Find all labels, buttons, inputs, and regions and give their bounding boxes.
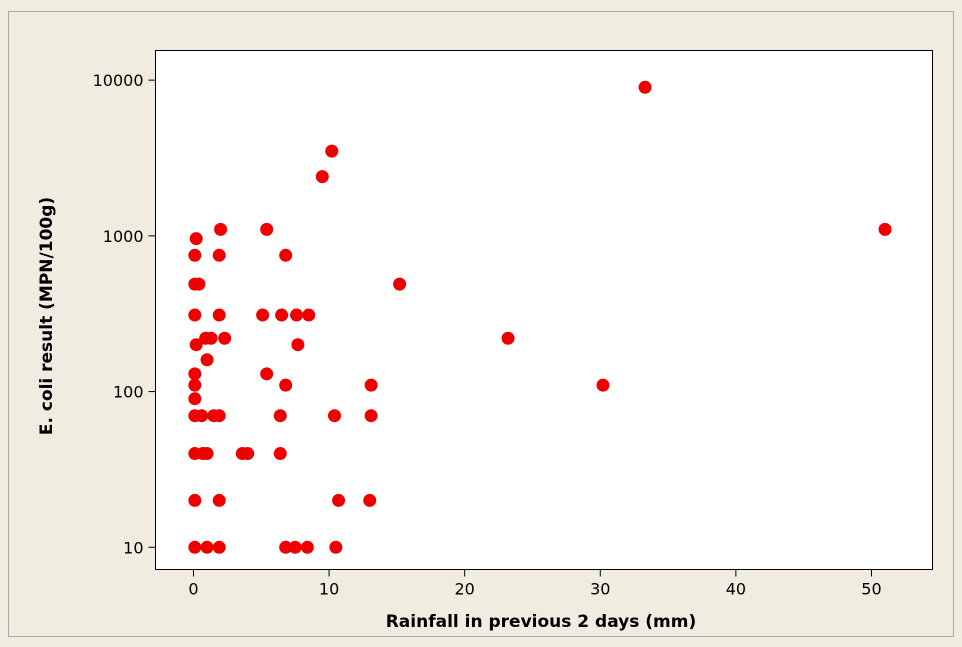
x-tick-label: 30 [590,580,610,599]
data-point [273,447,287,461]
data-point [363,493,377,507]
data-point [596,378,610,392]
data-point [200,540,214,554]
data-point [214,222,228,236]
data-point [393,277,407,291]
data-point [260,222,274,236]
data-point [364,378,378,392]
data-point [329,540,343,554]
data-point [279,378,293,392]
data-point [290,308,304,322]
data-point [878,222,892,236]
data-point [218,331,232,345]
data-points [188,80,892,554]
data-point [189,338,203,352]
data-point [279,248,293,262]
data-point [188,367,202,381]
data-point [300,540,314,554]
y-axis-ticks: 10 100 1000 10000 [93,71,156,557]
data-point [273,409,287,423]
data-point [302,308,316,322]
data-point [195,409,209,423]
data-point [188,308,202,322]
data-point [212,409,226,423]
data-point [212,308,226,322]
data-point [188,378,202,392]
data-point [325,144,339,158]
data-point [188,248,202,262]
data-point [279,540,293,554]
data-point [212,540,226,554]
plot-area [155,50,933,570]
data-point [188,392,202,406]
data-point [275,308,289,322]
data-point [188,493,202,507]
y-tick-label: 100 [113,383,144,402]
x-tick-label: 20 [454,580,474,599]
data-point [189,232,203,246]
data-point [291,338,305,352]
x-tick-label: 40 [726,580,746,599]
data-point [288,540,302,554]
x-tick-label: 10 [319,580,339,599]
x-tick-label: 0 [188,580,198,599]
data-point [315,170,329,184]
y-tick-label: 10 [123,538,143,557]
x-tick-label: 50 [861,580,881,599]
data-point [638,80,652,94]
data-point [212,493,226,507]
data-point [501,331,515,345]
data-point [364,409,378,423]
data-point [188,540,202,554]
data-point [200,353,214,367]
figure-border [8,11,954,637]
data-point [200,447,214,461]
data-point [212,248,226,262]
y-axis-label: E. coli result (MPN/100g) [37,197,57,435]
x-axis-label: Rainfall in previous 2 days (mm) [386,612,697,632]
data-point [332,493,346,507]
data-point [327,409,341,423]
data-point [204,331,218,345]
data-point [241,447,255,461]
data-point [192,277,206,291]
x-axis-ticks: 0 10 20 30 40 50 [188,569,882,599]
y-tick-label: 1000 [103,227,144,246]
data-point [260,367,274,381]
data-point [256,308,270,322]
y-tick-label: 10000 [93,71,144,90]
